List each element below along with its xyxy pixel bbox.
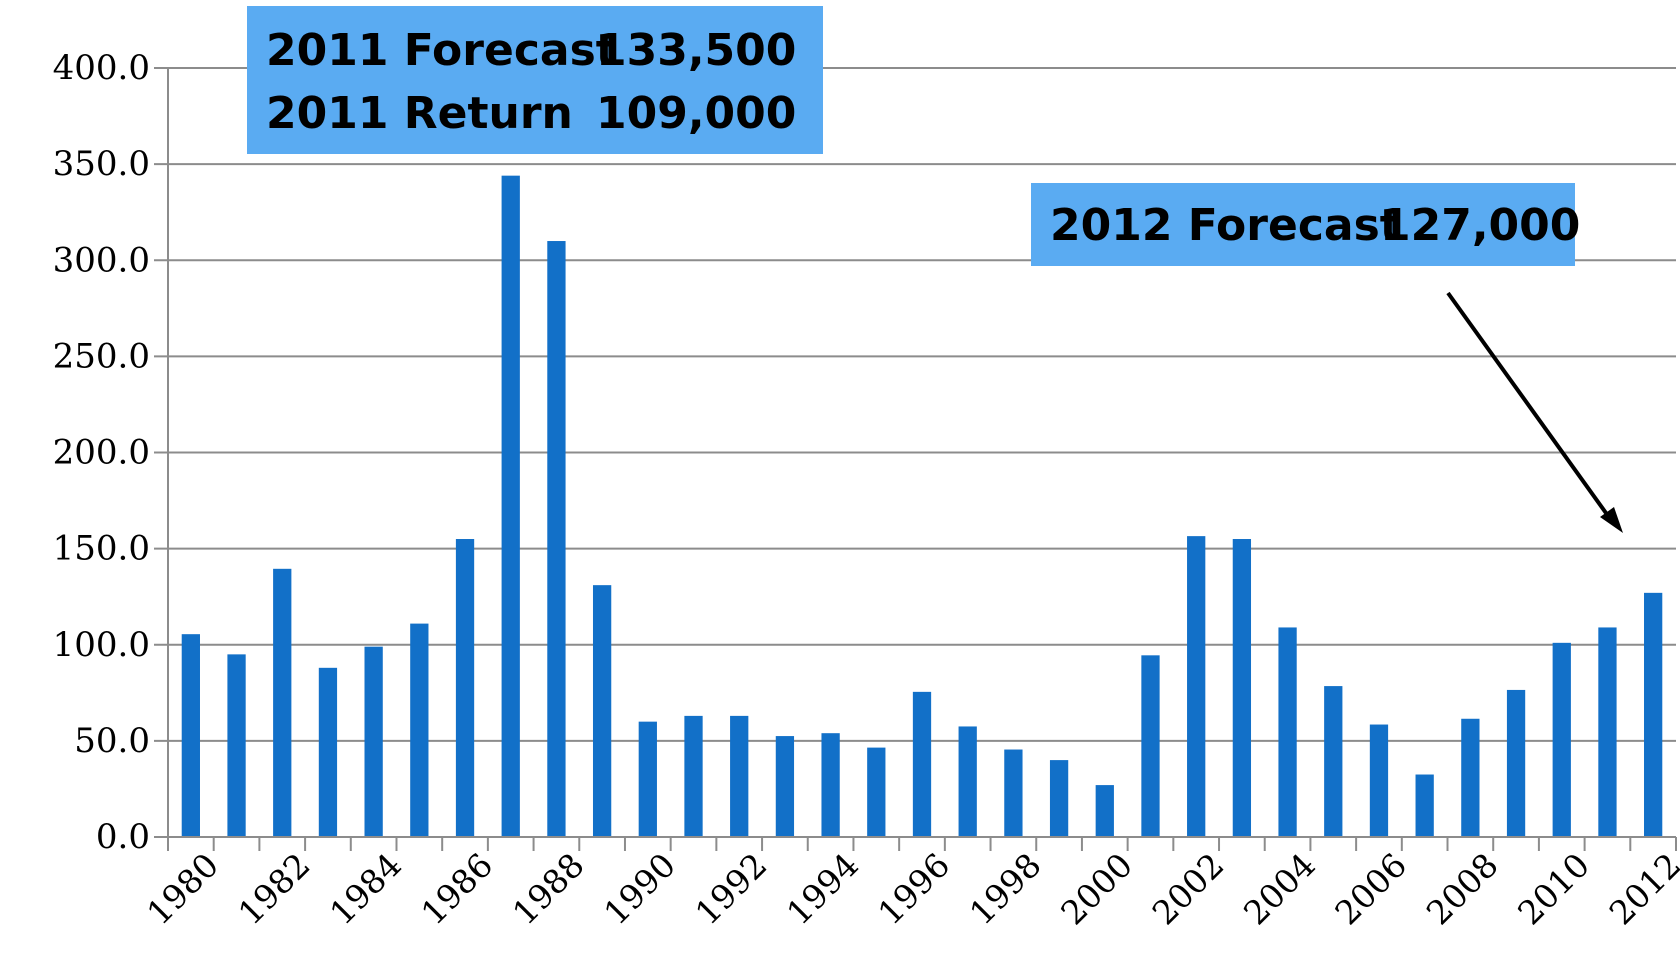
bar-1984 — [364, 646, 383, 837]
bar-1989 — [592, 585, 612, 837]
x-tick-label: 1984 — [322, 845, 409, 932]
bar-1996 — [912, 691, 932, 837]
callout-2012-background — [1031, 183, 1575, 266]
callout-2011-return-label: 2011 Return — [266, 88, 573, 139]
bar-2010 — [1552, 642, 1571, 837]
bar-1985 — [410, 623, 429, 837]
y-tick-label: 200.0 — [53, 433, 150, 473]
bar-2009 — [1506, 689, 1526, 837]
y-tick-label: 150.0 — [53, 529, 150, 569]
callout-2011-background — [247, 6, 823, 154]
bar-1999 — [1049, 760, 1069, 837]
bar-2012 — [1644, 592, 1663, 837]
callout-2011-return-value: 109,000 — [596, 88, 796, 139]
bar-2005 — [1324, 686, 1343, 837]
bar-2007 — [1415, 774, 1434, 837]
arrow-to-2012-bar — [1446, 291, 1623, 533]
bar-1995 — [867, 747, 886, 837]
x-tick-label: 1982 — [231, 845, 318, 932]
bar-1994 — [821, 733, 840, 837]
x-tick-label: 1988 — [505, 845, 592, 932]
bar-2004 — [1278, 627, 1297, 837]
y-tick-label: 250.0 — [53, 336, 150, 376]
bar-1981 — [227, 654, 246, 837]
callout-2012: 2012 Forecast 127,000 — [1031, 183, 1580, 266]
x-tick-label: 2006 — [1327, 845, 1414, 932]
y-tick-label: 0.0 — [96, 817, 150, 857]
bar-2011 — [1598, 627, 1617, 837]
x-tick-label: 1992 — [688, 845, 775, 932]
bar-2003 — [1232, 539, 1252, 837]
axes — [154, 68, 1677, 851]
bar-2006 — [1369, 724, 1389, 837]
x-tick-label: 1990 — [596, 845, 683, 932]
bar-1992 — [730, 715, 749, 837]
bar-1997 — [958, 726, 977, 837]
x-tick-label: 1998 — [962, 845, 1049, 932]
bar-2002 — [1187, 536, 1206, 837]
gridlines — [154, 67, 1676, 742]
callout-2012-forecast-value: 127,000 — [1380, 200, 1580, 251]
bar-1988 — [547, 241, 566, 837]
x-tick-label: 2008 — [1419, 845, 1506, 932]
bar-1980 — [181, 634, 200, 837]
x-tick-label: 2000 — [1053, 845, 1140, 932]
x-tick-label: 2002 — [1145, 845, 1232, 932]
y-tick-label: 100.0 — [53, 625, 150, 665]
arrow-head — [1600, 507, 1623, 533]
bar-1983 — [318, 667, 338, 837]
x-tick-label: 2012 — [1602, 845, 1680, 932]
x-tick-label: 1994 — [779, 845, 866, 932]
y-tick-label: 350.0 — [53, 144, 150, 184]
bars — [181, 175, 1663, 837]
callout-2012-forecast-label: 2012 Forecast — [1050, 200, 1401, 251]
bar-2008 — [1461, 718, 1480, 837]
y-tick-label: 300.0 — [53, 240, 150, 280]
callout-2011: 2011 Forecast 133,500 2011 Return 109,00… — [247, 6, 823, 154]
bar-1991 — [684, 715, 703, 837]
x-tick-label: 2010 — [1510, 845, 1597, 932]
callout-2011-forecast-value: 133,500 — [596, 25, 796, 76]
x-tick-label: 1986 — [413, 845, 500, 932]
y-tick-label: 50.0 — [74, 721, 150, 761]
bar-2001 — [1141, 655, 1160, 837]
bar-2000 — [1095, 785, 1114, 837]
x-axis-tick-labels: 1980 1982 1984 1986 1988 1990 1992 1994 1996 1998… — [139, 845, 1680, 932]
bar-1987 — [501, 175, 520, 837]
y-tick-label: 400.0 — [53, 48, 150, 88]
bar-1990 — [638, 721, 657, 837]
y-axis-tick-labels: 0.0 50.0 100.0 150.0 200.0 250.0 300.0 350.0 400… — [53, 48, 150, 857]
x-tick-label: 2004 — [1236, 845, 1323, 932]
bar-1982 — [273, 568, 292, 837]
arrow-shaft — [1446, 291, 1613, 522]
x-tick-label: 1980 — [139, 845, 226, 932]
bar-1986 — [455, 539, 475, 837]
bar-1998 — [1004, 749, 1023, 837]
callout-2011-forecast-label: 2011 Forecast — [266, 25, 617, 76]
x-tick-label: 1996 — [870, 845, 957, 932]
bar-1993 — [775, 736, 795, 837]
